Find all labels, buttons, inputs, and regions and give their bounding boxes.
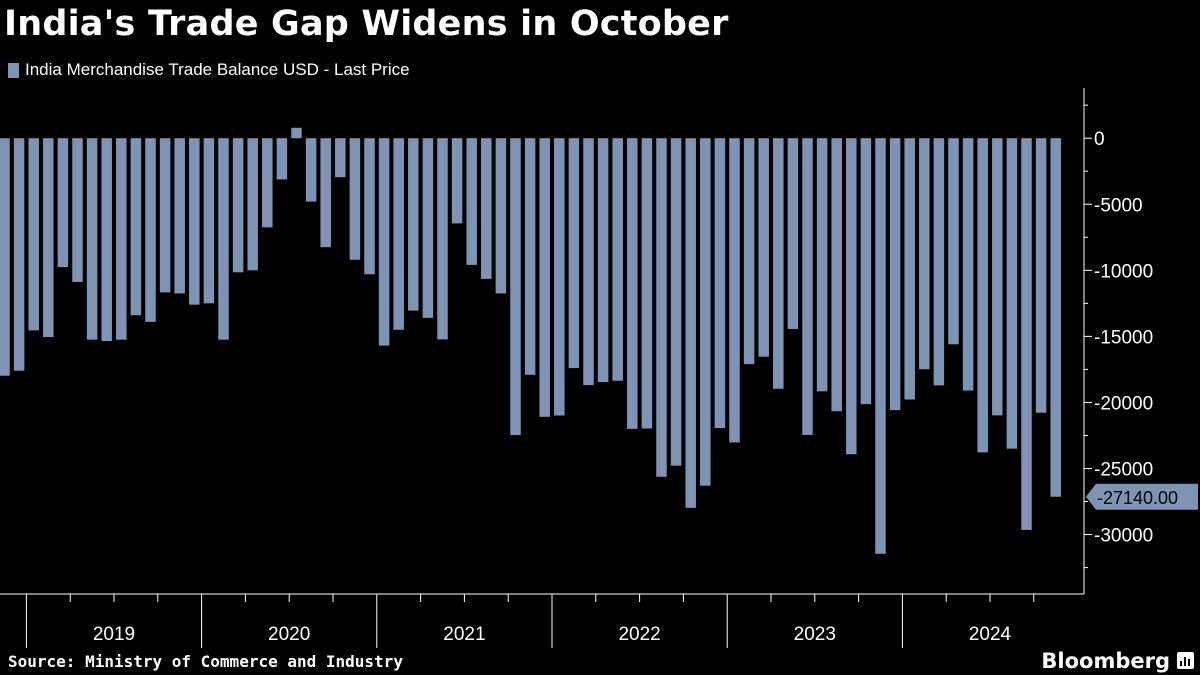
- bar: [72, 138, 83, 282]
- bar: [276, 138, 288, 180]
- y-tick-label: 0: [1094, 129, 1105, 150]
- bar: [904, 138, 915, 400]
- bar: [291, 127, 302, 139]
- bar: [378, 138, 390, 346]
- x-tick-label: 2019: [93, 624, 135, 645]
- bar: [1021, 138, 1032, 530]
- last-value-label: -27140.00: [1097, 488, 1178, 508]
- x-tick-label: 2023: [794, 624, 836, 645]
- bar: [320, 138, 331, 248]
- bloomberg-logo: Bloomberg: [1041, 649, 1170, 673]
- bar: [933, 138, 945, 386]
- bar: [729, 138, 740, 443]
- bar: [232, 138, 244, 273]
- last-value-badge: [1086, 483, 1198, 510]
- legend: India Merchandise Trade Balance USD - La…: [8, 60, 410, 80]
- bar: [495, 138, 507, 294]
- bar: [305, 138, 317, 202]
- bar: [641, 138, 653, 429]
- bar: [670, 138, 682, 466]
- bar: [335, 138, 346, 178]
- bar: [408, 138, 419, 311]
- bar: [101, 138, 112, 341]
- bar: [612, 138, 623, 381]
- legend-swatch: [8, 62, 19, 78]
- bar: [992, 138, 1003, 416]
- bar: [218, 138, 229, 340]
- x-tick-label: 2020: [268, 624, 310, 645]
- bar: [130, 138, 142, 316]
- y-tick-label: -15000: [1094, 327, 1153, 348]
- bar: [189, 138, 200, 305]
- x-tick-label: 2021: [443, 624, 485, 645]
- bar: [364, 138, 375, 275]
- bar: [583, 138, 594, 386]
- bar: [656, 138, 667, 477]
- chart-title: India's Trade Gap Widens in October: [4, 4, 729, 44]
- bar: [773, 138, 784, 389]
- bloomberg-chart-icon: [1177, 652, 1194, 669]
- bar: [597, 138, 609, 383]
- bar: [481, 138, 492, 279]
- bar: [43, 138, 54, 338]
- bar: [349, 138, 361, 260]
- bar: [554, 138, 565, 416]
- bar: [247, 138, 258, 271]
- bar: [174, 138, 185, 294]
- y-tick-label: -5000: [1094, 195, 1143, 216]
- bar: [28, 138, 39, 331]
- bar: [86, 138, 98, 340]
- bar: [802, 138, 813, 435]
- bar: [0, 138, 10, 376]
- bar: [262, 138, 273, 228]
- y-tick-label: -25000: [1094, 459, 1153, 480]
- bar: [962, 138, 974, 391]
- bar: [831, 138, 842, 412]
- bar: [437, 138, 448, 340]
- bar: [1035, 138, 1047, 413]
- bar: [145, 138, 156, 322]
- bar: [1050, 138, 1061, 497]
- bar: [875, 138, 886, 554]
- bar: [860, 138, 872, 405]
- legend-label: India Merchandise Trade Balance USD - La…: [25, 60, 410, 79]
- bar: [466, 138, 477, 265]
- bar: [451, 138, 463, 224]
- bar: [948, 138, 959, 345]
- bar: [13, 138, 25, 371]
- bar: [685, 138, 696, 508]
- y-tick-label: -20000: [1094, 393, 1153, 414]
- bar: [57, 138, 69, 268]
- bar: [524, 138, 536, 375]
- bar: [743, 138, 755, 365]
- bar: [714, 138, 726, 429]
- source-note: Source: Ministry of Commerce and Industr…: [8, 652, 403, 671]
- y-tick-label: -30000: [1094, 526, 1153, 547]
- x-tick-label: 2022: [618, 624, 660, 645]
- bar: [116, 138, 127, 340]
- bar: [539, 138, 550, 417]
- bar: [510, 138, 521, 436]
- bar: [758, 138, 769, 357]
- bar: [846, 138, 857, 455]
- bar: [816, 138, 828, 392]
- bar: [977, 138, 988, 453]
- bar: [919, 138, 930, 370]
- bar: [568, 138, 580, 369]
- bar: [159, 138, 171, 293]
- bar: [1006, 138, 1018, 449]
- bar: [787, 138, 799, 329]
- bar: [393, 138, 404, 330]
- bar: [422, 138, 434, 318]
- bar: [700, 138, 711, 486]
- bar: [627, 138, 638, 429]
- bar: [203, 138, 215, 304]
- x-tick-label: 2024: [969, 624, 1012, 645]
- bar: [889, 138, 901, 411]
- y-tick-label: -10000: [1094, 261, 1153, 282]
